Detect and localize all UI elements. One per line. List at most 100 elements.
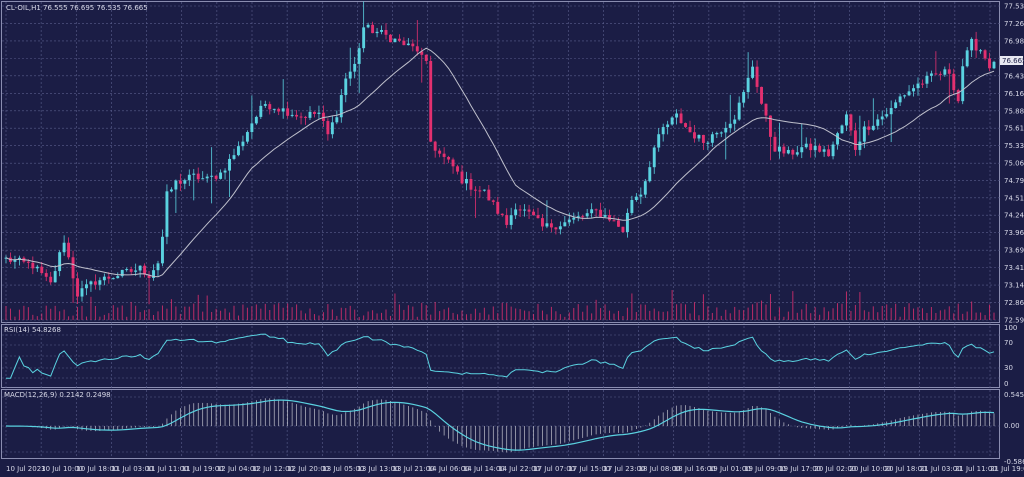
candle-body (898, 96, 902, 103)
candle-body (330, 122, 334, 135)
candle-body (760, 86, 763, 104)
time-tick-label: 12 Jul 04:00 (217, 465, 259, 473)
candle-body (26, 261, 30, 263)
candle-body (147, 274, 151, 278)
candle-body (724, 127, 728, 133)
candle-body (733, 119, 737, 124)
price-tick-label: 75.060 (1004, 160, 1024, 168)
time-tick-label: 13 Jul 13:00 (357, 465, 399, 473)
candle-body (35, 266, 39, 269)
time-tick-label: 14 Jul 14:00 (463, 465, 505, 473)
candle-body (80, 288, 84, 297)
chart-header: CL-OIL,H1 76.555 76.695 76.535 76.665 (6, 4, 148, 12)
candle-body (438, 150, 442, 154)
candle-body (657, 134, 661, 148)
candle-body (473, 189, 477, 191)
candle-body (737, 102, 741, 120)
candle-body (241, 141, 245, 147)
candle-body (697, 134, 701, 139)
candle-body (406, 43, 410, 46)
candle-body (393, 38, 397, 43)
candle-body (706, 142, 710, 144)
time-tick-label: 12 Jul 20:00 (287, 465, 329, 473)
candle-body (621, 226, 625, 233)
candle-body (782, 146, 786, 154)
candle-body (71, 257, 75, 279)
candle-body (612, 220, 616, 222)
candle-body (983, 50, 987, 59)
candle-body (912, 88, 915, 92)
candle-body (344, 78, 348, 96)
candle-body (491, 200, 495, 202)
candle-body (447, 156, 451, 160)
candle-body (496, 201, 500, 214)
candle-body (715, 133, 719, 135)
candle-body (625, 212, 629, 233)
candle-body (152, 270, 155, 278)
candle-body (433, 141, 437, 151)
candle-body (326, 121, 330, 135)
candle-body (590, 209, 594, 214)
candle-body (321, 112, 325, 122)
candle-body (813, 145, 817, 151)
price-tick-label: 74.515 (1004, 194, 1024, 202)
time-tick-label: 19 Jul 17:00 (779, 465, 821, 473)
candle-body (58, 252, 62, 272)
candle-body (840, 125, 844, 134)
candle-body (970, 38, 974, 51)
candle-body (196, 173, 200, 180)
rsi-tick-label: 100 (1004, 324, 1017, 332)
candle-body (362, 27, 366, 49)
candle-body (228, 158, 231, 171)
macd-tick-label: 0.5457 (1004, 391, 1024, 399)
candle-body (710, 134, 714, 143)
candle-body (938, 73, 942, 75)
candle-body (536, 215, 540, 219)
candle-body (679, 113, 683, 124)
candle-body (420, 51, 424, 55)
time-tick-label: 11 Jul 19:00 (182, 465, 224, 473)
price-tick-label: 76.435 (1004, 72, 1024, 80)
time-tick-label: 21 Jul 03:00 (920, 465, 962, 473)
candle-body (773, 136, 777, 152)
time-tick-label: 17 Jul 23:00 (603, 465, 645, 473)
candle-body (916, 83, 920, 89)
candle-body (120, 269, 124, 277)
candle-body (424, 54, 428, 61)
candle-body (40, 266, 44, 274)
time-tick-label: 10 Jul 18:00 (76, 465, 118, 473)
time-tick-label: 19 Jul 01:00 (709, 465, 751, 473)
candle-body (974, 38, 978, 51)
candle-body (742, 92, 746, 103)
candle-body (187, 174, 191, 181)
macd-signal-line (5, 399, 995, 451)
candle-body (728, 123, 732, 128)
candle-body (701, 134, 705, 143)
candle-body (822, 149, 826, 152)
time-tick-label: 10 Jul 10:00 (41, 465, 83, 473)
candle-body (558, 226, 562, 230)
candle-body (952, 73, 956, 91)
candle-body (290, 114, 294, 116)
price-tick-label: 74.240 (1004, 212, 1024, 220)
candle-body (62, 242, 66, 253)
candle-body (460, 171, 464, 184)
candle-body (116, 276, 120, 279)
time-tick-label: 17 Jul 15:00 (568, 465, 610, 473)
candle-body (102, 276, 106, 281)
candle-body (317, 112, 321, 114)
candle-body (245, 132, 249, 142)
candle-body (549, 223, 553, 228)
candle-body (518, 209, 522, 211)
candle-body (652, 147, 656, 168)
candle-body (876, 119, 880, 126)
candle-body (313, 111, 316, 114)
candle-body (348, 71, 352, 79)
price-tick-label: 73.415 (1004, 264, 1024, 272)
candle-body (836, 133, 839, 145)
candle-body (670, 117, 674, 125)
candle-body (818, 145, 822, 152)
candle-body (514, 209, 518, 216)
candle-body (603, 215, 607, 217)
